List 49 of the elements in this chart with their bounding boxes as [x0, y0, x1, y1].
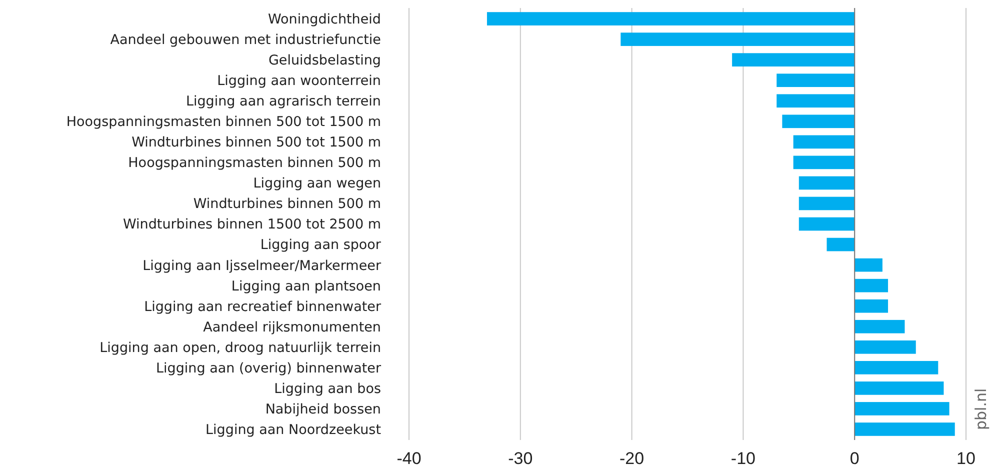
y-tick-label: Ligging aan Noordzeekust — [206, 422, 381, 438]
y-tick-label: Hoogspanningsmasten binnen 500 tot 1500 m — [66, 114, 381, 130]
y-tick-label: Ligging aan plantsoen — [231, 278, 381, 294]
bar — [854, 278, 888, 292]
bar — [826, 238, 855, 252]
bar — [793, 156, 855, 170]
x-tick-label: -40 — [396, 449, 422, 467]
bar — [854, 382, 944, 395]
y-tick-label: Ligging aan bos — [274, 380, 381, 397]
bar — [854, 258, 882, 272]
bar — [854, 299, 888, 313]
x-tick-label: 10 — [956, 449, 976, 467]
x-tick-label: -20 — [620, 449, 644, 467]
bar — [854, 320, 905, 334]
bar — [854, 422, 955, 436]
y-tick-label: Ligging aan spoor — [260, 237, 382, 254]
text: pbl.nl — [972, 388, 990, 430]
y-tick-label: Ligging aan Ijsselmeer/Markermeer — [142, 258, 382, 274]
y-tick-label: Nabijheid bossen — [265, 401, 381, 418]
bar — [776, 74, 855, 88]
bar — [854, 360, 938, 374]
y-tick-label: Ligging aan wegen — [253, 176, 381, 192]
y-tick-label: Geluidsbelasting — [268, 52, 381, 69]
x-tick-label: -30 — [508, 449, 533, 467]
bar — [854, 340, 916, 354]
bar — [782, 114, 855, 128]
y-tick-label: Windturbines binnen 1500 tot 2500 m — [122, 216, 381, 233]
y-tick-label: Aandeel gebouwen met industriefunctie — [110, 32, 381, 48]
y-tick-label: Ligging aan agrarisch terrein — [186, 94, 381, 110]
y-tick-label: Hoogspanningsmasten binnen 500 m — [128, 155, 381, 172]
y-tick-label: Windturbines binnen 500 tot 1500 m — [132, 134, 381, 151]
bar — [798, 217, 855, 231]
y-tick-label: Aandeel rijksmonumenten — [203, 319, 381, 336]
bar — [486, 12, 855, 26]
bar — [798, 196, 855, 210]
y-tick-label: Woningdichtheid — [268, 12, 381, 28]
bar — [798, 176, 855, 190]
y-tick-label: Ligging aan recreatief binnenwater — [144, 298, 382, 315]
y-tick-label: Ligging aan (overig) binnenwater — [156, 360, 382, 376]
bar — [620, 32, 855, 46]
bar — [854, 402, 950, 416]
y-tick-label: Ligging aan open, droog natuurlijk terrein — [100, 340, 381, 356]
y-tick-label: Ligging aan woonterrein — [217, 73, 381, 90]
bar — [776, 94, 855, 108]
x-tick-label: 0 — [850, 449, 860, 467]
bar — [732, 53, 855, 66]
x-tick-label: -10 — [730, 449, 756, 467]
y-tick-label: Windturbines binnen 500 m — [193, 196, 381, 212]
bar — [793, 135, 855, 149]
